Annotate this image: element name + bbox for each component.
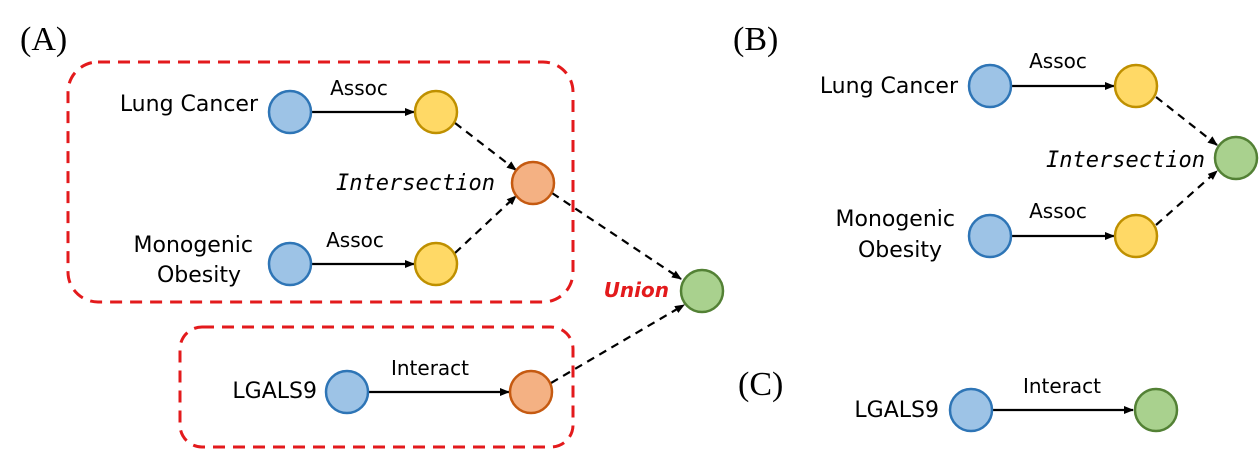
label-b-obesity: Obesity — [858, 238, 942, 263]
node-b-intermediate-obesity — [1113, 213, 1159, 259]
node-anchor-lung-cancer — [267, 89, 313, 135]
edge-dashed-obesity-intersection — [454, 195, 517, 254]
projection-group-box — [178, 325, 575, 449]
label-assoc-obesity: Assoc — [326, 228, 384, 252]
edge-dashed-intersection-union — [551, 192, 682, 280]
node-b-target — [1213, 135, 1259, 181]
label-b-intersection: Intersection — [1046, 148, 1205, 173]
edge-b-dashed-obesity-target — [1155, 170, 1218, 226]
node-target-union — [679, 268, 725, 314]
label-interact: Interact — [391, 356, 469, 380]
node-anchor-monogenic-obesity — [267, 241, 313, 287]
label-b-monogenic: Monogenic — [836, 207, 956, 232]
node-projection-lgals9 — [508, 369, 554, 415]
label-union: Union — [604, 278, 669, 302]
node-intersection — [510, 160, 556, 206]
node-b-anchor-lung-cancer — [967, 63, 1013, 109]
node-intermediate-lung — [413, 89, 459, 135]
label-c-interact: Interact — [1023, 374, 1101, 398]
label-obesity: Obesity — [157, 263, 241, 288]
node-b-anchor-monogenic-obesity — [967, 213, 1013, 259]
label-b-assoc-lung: Assoc — [1029, 49, 1087, 73]
panel-c: (C) LGALS9 Interact — [738, 366, 1179, 433]
edge-dashed-lung-intersection — [454, 122, 517, 171]
panel-b-label: (B) — [733, 21, 778, 58]
node-anchor-lgals9 — [324, 369, 370, 415]
label-lung-cancer: Lung Cancer — [120, 92, 259, 117]
panel-a: (A) Lung Cancer Monogenic Obesity LGALS9… — [20, 21, 725, 449]
panel-c-label: (C) — [738, 366, 783, 403]
intersection-group-box — [66, 60, 575, 304]
node-c-target — [1133, 387, 1179, 433]
node-intermediate-obesity — [413, 241, 459, 287]
panel-a-label: (A) — [20, 21, 67, 58]
label-monogenic: Monogenic — [134, 233, 254, 258]
edge-dashed-projection-union — [550, 304, 685, 384]
label-assoc-lung: Assoc — [330, 76, 388, 100]
label-b-assoc-obesity: Assoc — [1029, 199, 1087, 223]
edge-b-dashed-lung-target — [1155, 96, 1218, 146]
node-c-anchor-lgals9 — [948, 387, 994, 433]
label-lgals9: LGALS9 — [232, 379, 317, 404]
panel-b: (B) Lung Cancer Monogenic Obesity Assoc … — [733, 21, 1259, 263]
label-intersection: Intersection — [336, 171, 495, 196]
label-c-lgals9: LGALS9 — [854, 398, 939, 423]
label-b-lung-cancer: Lung Cancer — [820, 74, 959, 99]
node-b-intermediate-lung — [1113, 63, 1159, 109]
